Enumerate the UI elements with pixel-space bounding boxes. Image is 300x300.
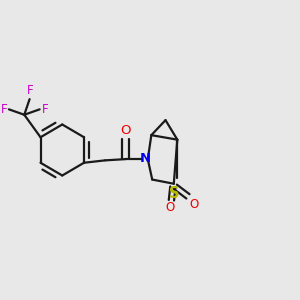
Text: S: S xyxy=(169,185,179,200)
Text: F: F xyxy=(1,103,7,116)
Text: O: O xyxy=(166,202,175,214)
Text: N: N xyxy=(140,152,151,165)
Text: O: O xyxy=(120,124,131,136)
Text: F: F xyxy=(41,103,48,116)
Text: F: F xyxy=(27,84,34,97)
Text: O: O xyxy=(189,197,198,211)
